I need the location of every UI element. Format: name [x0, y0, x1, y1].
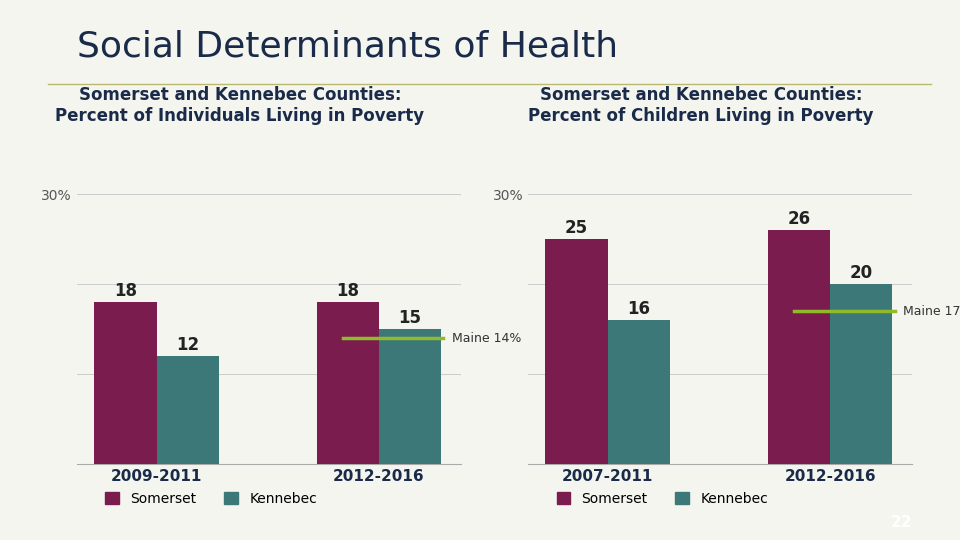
Text: Somerset and Kennebec Counties:
Percent of Individuals Living in Poverty: Somerset and Kennebec Counties: Percent …: [56, 86, 424, 125]
Bar: [608, 320, 670, 464]
Bar: [156, 356, 219, 464]
Text: 25: 25: [565, 219, 588, 237]
Text: Social Determinants of Health: Social Determinants of Health: [77, 30, 618, 64]
Bar: [317, 302, 379, 464]
Legend: Somerset, Kennebec: Somerset, Kennebec: [551, 487, 774, 511]
Bar: [768, 231, 830, 464]
Text: Maine 14%: Maine 14%: [452, 332, 521, 345]
Text: 12: 12: [176, 336, 200, 354]
Text: 16: 16: [627, 300, 650, 318]
Text: 18: 18: [114, 282, 137, 300]
Text: 20: 20: [850, 264, 873, 282]
Text: 15: 15: [398, 309, 421, 327]
Text: Somerset and Kennebec Counties:
Percent of Children Living in Poverty: Somerset and Kennebec Counties: Percent …: [528, 86, 874, 125]
Text: 22: 22: [891, 516, 912, 530]
Text: Maine 17%: Maine 17%: [903, 305, 960, 318]
Text: 26: 26: [787, 210, 810, 228]
Bar: [379, 329, 442, 464]
Bar: [830, 285, 893, 464]
Text: 18: 18: [336, 282, 359, 300]
Legend: Somerset, Kennebec: Somerset, Kennebec: [100, 487, 323, 511]
Bar: [94, 302, 156, 464]
Bar: [545, 239, 608, 464]
